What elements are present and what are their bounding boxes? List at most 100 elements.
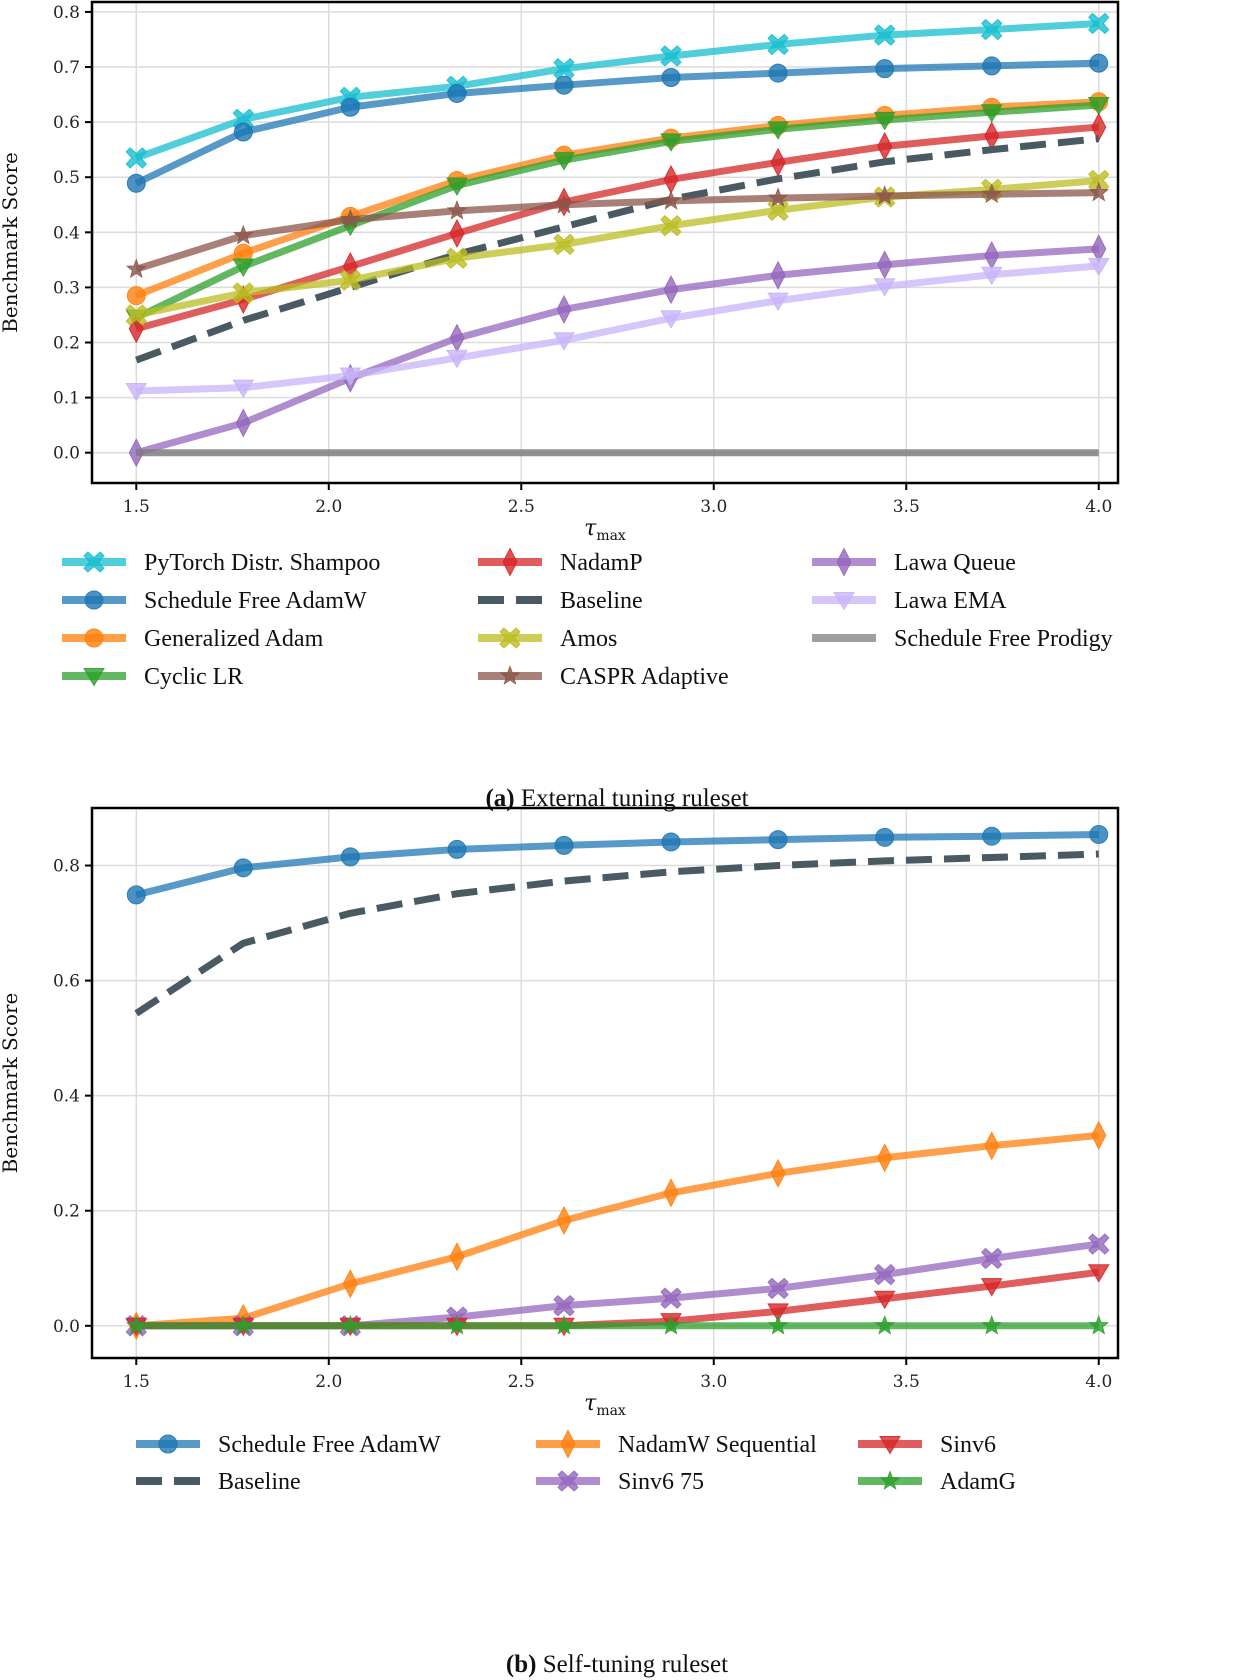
legend-label: Cyclic LR	[144, 664, 243, 690]
data-point	[125, 258, 147, 279]
data-point	[767, 187, 789, 207]
data-point	[981, 1314, 1003, 1335]
data-point	[126, 885, 146, 905]
x-tick-label: 4.0	[1085, 497, 1112, 517]
data-point	[1087, 257, 1110, 277]
y-tick-label: 0.0	[53, 444, 80, 464]
data-point	[232, 379, 255, 399]
x-axis-label-symbol: τ	[584, 516, 597, 541]
legend-item-nadamw-sequential: NadamW Sequential	[536, 1429, 817, 1459]
legend-label: PyTorch Distr. Shampoo	[144, 550, 380, 576]
data-point	[874, 24, 896, 46]
data-point	[980, 1278, 1003, 1297]
legend-marker	[557, 1470, 579, 1492]
data-point	[875, 59, 895, 79]
series-line	[135, 123, 1100, 333]
data-point	[661, 832, 681, 852]
legend-item-sinv6-75: Sinv6 75	[536, 1469, 704, 1495]
data-point	[980, 104, 1003, 123]
series-caspr-adaptive	[125, 181, 1110, 279]
series-line	[134, 59, 1099, 187]
data-point	[660, 1314, 682, 1335]
data-point	[877, 250, 893, 280]
y-tick-label: 0.8	[53, 3, 80, 23]
legend-item-schedule-free-adamw: Schedule Free AdamW	[136, 1432, 441, 1458]
series-baseline	[135, 135, 1100, 364]
legend-self-tuning: Schedule Free AdamW NadamW Sequential Sinv…	[136, 1429, 1016, 1495]
legend-item-cyclic-lr: Cyclic LR	[62, 664, 243, 690]
legend-item-schedule-free-adamw: Schedule Free AdamW	[62, 588, 367, 614]
data-point	[770, 260, 786, 290]
data-point	[663, 275, 679, 305]
gridlines	[92, 808, 1118, 1358]
data-point	[233, 858, 253, 878]
data-point	[447, 839, 467, 859]
data-point	[767, 33, 789, 56]
data-point	[553, 1314, 575, 1335]
data-point	[1088, 1233, 1110, 1255]
x-tick-label: 3.5	[893, 497, 920, 517]
data-point	[767, 1303, 789, 1322]
data-point	[1089, 53, 1109, 73]
data-point	[767, 1277, 789, 1300]
data-point	[449, 1242, 465, 1272]
data-point	[874, 185, 896, 205]
legend-item-nadamp: NadamP	[478, 547, 643, 577]
plot-frame	[90, 806, 1120, 1360]
y-tick-label: 0.2	[53, 1202, 80, 1222]
data-point	[556, 1205, 572, 1236]
data-point	[553, 233, 575, 256]
data-point	[981, 1247, 1003, 1270]
data-point	[980, 266, 1003, 286]
legend-label: Schedule Free AdamW	[218, 1432, 441, 1458]
data-point	[235, 408, 251, 438]
data-point	[660, 133, 682, 152]
data-point	[449, 323, 465, 353]
series-line	[135, 135, 1100, 364]
legend-item-lawa-ema: Lawa EMA	[812, 588, 1007, 614]
legend-label: Sinv6	[940, 1432, 996, 1458]
legend-marker	[836, 547, 852, 577]
data-point	[1091, 112, 1107, 142]
legend-label: Lawa EMA	[894, 588, 1007, 614]
data-point	[125, 1314, 147, 1335]
x-axis-label: τmax	[584, 516, 626, 544]
data-point	[449, 218, 465, 248]
chart-external-tuning: 1.5 2.0 2.5 3.0 3.5 4.0 τmax 0.0 0.1 0.2 0.3 0.4 0.5…	[0, 0, 1120, 544]
legend-label: Lawa Queue	[894, 550, 1016, 576]
legend-item-caspr-adaptive: CASPR Adaptive	[478, 664, 729, 690]
y-tick-label: 0.1	[53, 389, 80, 409]
y-tick-label: 0.4	[53, 1087, 80, 1107]
x-tick-label: 2.5	[508, 1372, 535, 1392]
data-point	[339, 208, 361, 229]
data-point	[981, 18, 1003, 41]
series-group	[125, 824, 1110, 1341]
y-tick-label: 0.4	[53, 223, 80, 243]
legend-item-amos: Amos	[478, 626, 617, 652]
legend-label: Baseline	[218, 1469, 301, 1495]
x-tick-label: 2.0	[315, 1372, 342, 1392]
data-point	[339, 367, 362, 387]
legend-marker	[84, 590, 104, 610]
legend-marker	[499, 627, 521, 649]
series-line	[136, 1131, 1100, 1330]
data-point	[984, 240, 1000, 271]
data-point	[342, 1269, 358, 1299]
x-tick-label: 3.0	[700, 497, 727, 517]
data-point	[1087, 97, 1110, 116]
legend-label: NadamP	[560, 550, 643, 576]
data-point	[446, 199, 468, 220]
legend-marker	[502, 547, 518, 577]
series-line	[135, 189, 1099, 273]
series-line	[136, 1240, 1100, 1330]
data-point	[446, 177, 468, 196]
caption-label: (b)	[506, 1651, 537, 1678]
data-point	[446, 1314, 468, 1335]
x-tick-label: 3.0	[700, 1372, 727, 1392]
legend-label: NadamW Sequential	[618, 1432, 817, 1458]
data-point	[663, 164, 679, 194]
legend-marker	[879, 1470, 901, 1490]
legend-item-baseline: Baseline	[478, 588, 643, 614]
data-point	[767, 1314, 789, 1335]
